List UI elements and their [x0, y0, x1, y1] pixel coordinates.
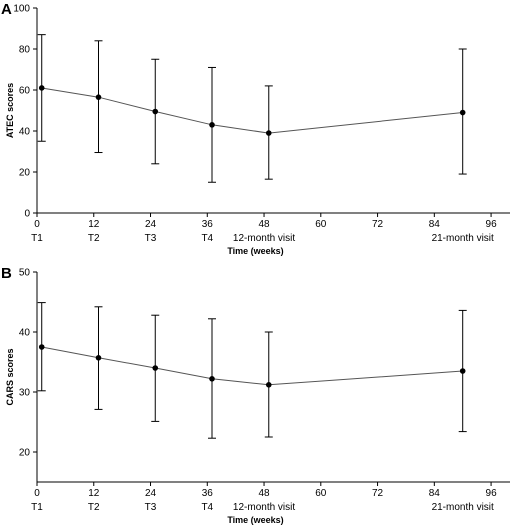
x-tick-label: 48 — [258, 219, 270, 230]
timepoint-label: T2 — [88, 233, 100, 244]
data-point — [265, 382, 272, 388]
data-point — [38, 85, 45, 91]
x-tick-label: 72 — [372, 219, 384, 230]
x-tick-label: 36 — [202, 219, 214, 230]
data-point — [95, 94, 102, 100]
y-tick-label: 20 — [19, 448, 31, 459]
x-tick-label: 36 — [202, 488, 214, 499]
x-tick-label: 24 — [145, 488, 157, 499]
data-point — [459, 368, 466, 374]
timepoint-label: T2 — [88, 502, 100, 513]
y-axis-title: CARS scores — [5, 348, 15, 405]
data-point — [152, 108, 159, 115]
x-tick-label: 96 — [486, 488, 498, 499]
chart-panel-b: B 20 30 40 50 0 12 24 36 48 60 72 84 96 T1 T2 T3 T4 12-mon… — [1, 265, 510, 525]
y-tick-label: 80 — [19, 45, 31, 56]
x-tick-label: 24 — [145, 219, 157, 230]
data-point — [265, 130, 272, 136]
timepoint-label: T1 — [31, 502, 43, 513]
x-tick-label: 48 — [258, 488, 270, 499]
x-axis-title: Time (weeks) — [227, 246, 283, 256]
y-tick-label: 30 — [19, 388, 31, 399]
y-tick-label: 20 — [19, 168, 31, 179]
series-line — [41, 87, 463, 134]
x-tick-label: 0 — [34, 219, 40, 230]
y-tick-label: 40 — [19, 328, 31, 339]
y-tick-label: 0 — [24, 209, 30, 220]
x-tick-label: 84 — [429, 219, 441, 230]
y-tick-label: 100 — [13, 4, 30, 15]
timepoint-label: T1 — [31, 233, 43, 244]
x-tick-label: 12 — [88, 219, 100, 230]
data-point — [209, 376, 215, 382]
timepoint-label: 12-month visit — [233, 502, 295, 513]
x-tick-label: 72 — [372, 488, 384, 499]
data-point — [152, 365, 159, 371]
series-line — [41, 346, 463, 386]
y-tick-label: 50 — [19, 268, 31, 279]
x-tick-label: 96 — [486, 219, 498, 230]
timepoint-label: 12-month visit — [233, 233, 295, 244]
timepoint-label: 21-month visit — [432, 502, 494, 513]
data-point — [38, 344, 45, 350]
data-point — [209, 122, 215, 128]
timepoint-label: T3 — [145, 233, 157, 244]
panel-letter: A — [1, 1, 12, 18]
panel-letter: B — [1, 265, 12, 282]
timepoint-label: 21-month visit — [432, 233, 494, 244]
data-point — [95, 355, 102, 361]
x-tick-label: 0 — [34, 488, 40, 499]
data-point — [459, 109, 466, 116]
timepoint-label: T4 — [201, 233, 213, 244]
x-tick-label: 60 — [315, 219, 327, 230]
chart-panel-a: A 0 20 40 60 80 100 0 12 24 36 48 60 72 84 96 T1 T2 T3 T4 12… — [1, 1, 510, 256]
x-axis-title: Time (weeks) — [227, 515, 283, 525]
y-tick-label: 60 — [19, 86, 31, 97]
x-tick-label: 84 — [429, 488, 441, 499]
y-tick-label: 40 — [19, 127, 31, 138]
timepoint-label: T3 — [145, 502, 157, 513]
x-tick-label: 12 — [88, 488, 100, 499]
timepoint-label: T4 — [201, 502, 213, 513]
y-axis-title: ATEC scores — [5, 83, 15, 138]
x-tick-label: 60 — [315, 488, 327, 499]
